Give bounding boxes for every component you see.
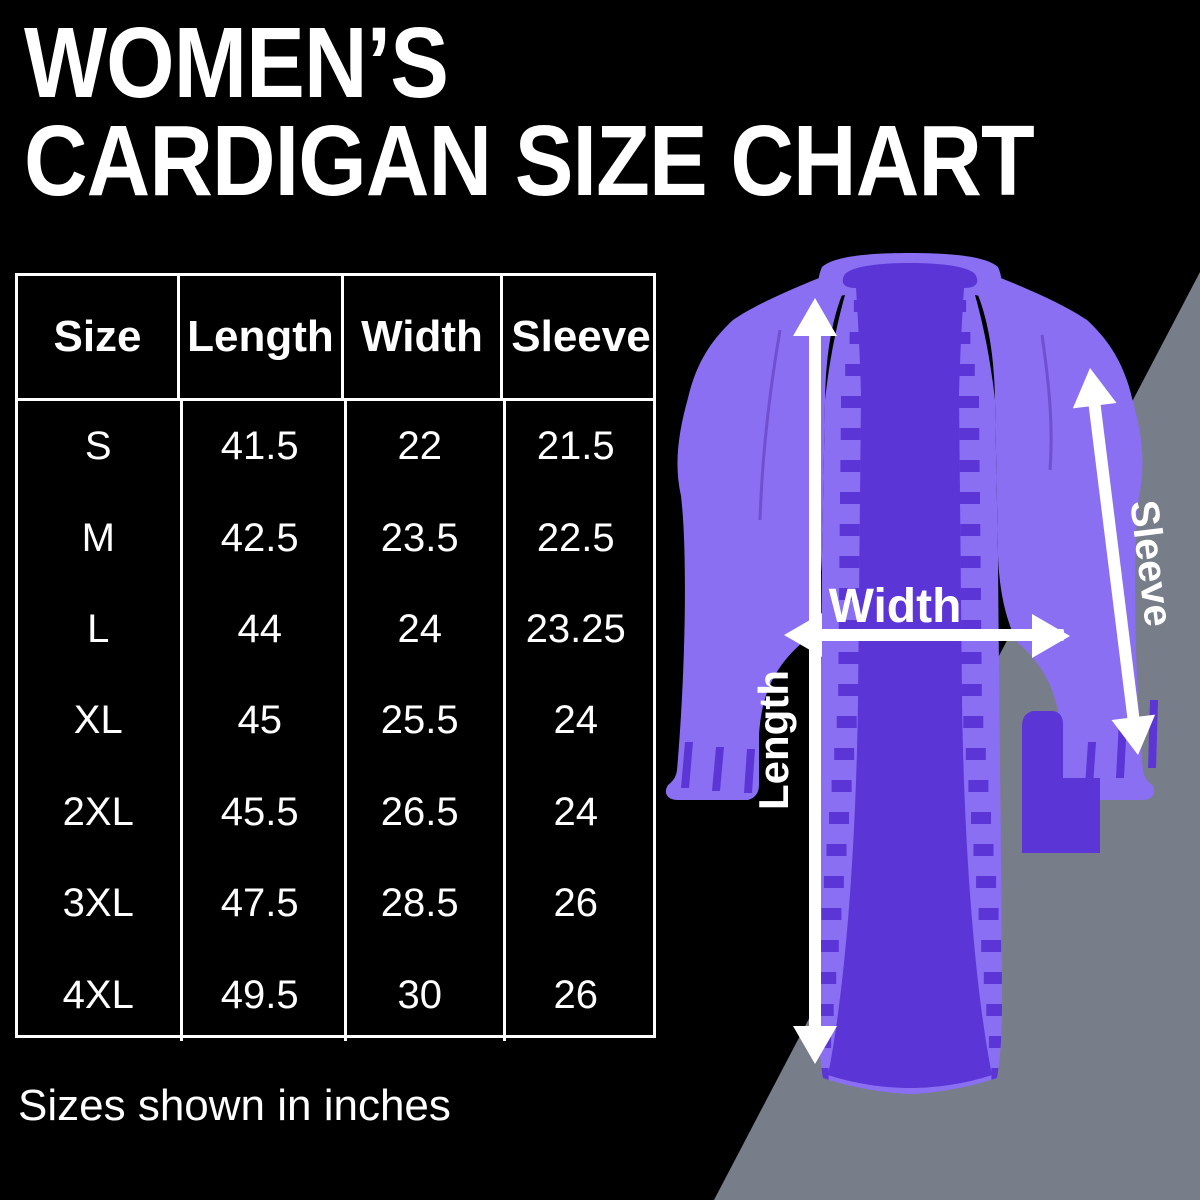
svg-text:Width: Width xyxy=(829,580,962,633)
svg-text:Length: Length xyxy=(750,670,797,810)
